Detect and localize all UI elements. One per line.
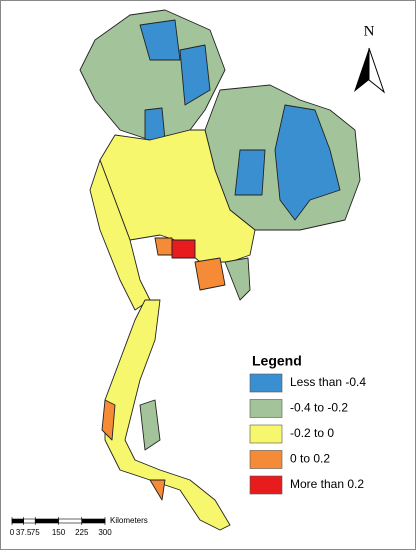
province: [179, 44, 211, 106]
province: [194, 257, 226, 291]
north-arrow: N: [354, 23, 386, 94]
legend-swatch: [249, 424, 283, 444]
legend-label: -0.4 to -0.2: [290, 401, 348, 415]
scale-segment: [81, 518, 106, 524]
scale-segment: [11, 518, 24, 524]
province: [234, 149, 266, 196]
scale-unit: Kilometers: [110, 516, 148, 525]
scale-segment: [58, 518, 83, 524]
legend-label: Less than -0.4: [290, 375, 366, 389]
province: [139, 19, 181, 61]
province: [171, 239, 196, 259]
scale-segment: [23, 518, 36, 524]
north-label: N: [364, 23, 375, 39]
province: [224, 257, 251, 301]
arrow-right: [368, 47, 386, 94]
legend-label: More than 0.2: [290, 477, 364, 491]
arrow-left: [354, 48, 369, 92]
north-region: [79, 9, 226, 141]
legend-swatch: [249, 399, 283, 418]
legend: Less than -0.4 -0.4 to -0.2 -0.2 to 0 0 to …: [249, 373, 366, 495]
scale-label: 225: [75, 528, 89, 537]
province: [154, 237, 173, 256]
scale-bar: 0 37.5 75 150 225 300 Kilometers: [10, 516, 148, 537]
province-map: [79, 9, 361, 531]
scale-label: 150: [52, 528, 66, 537]
scale-label: 0: [10, 528, 15, 537]
scale-label: 300: [98, 528, 112, 537]
province: [144, 107, 166, 141]
province: [101, 399, 116, 441]
province: [139, 399, 161, 451]
legend-swatch: [249, 450, 283, 469]
legend-title: Legend: [252, 353, 302, 369]
scale-segment: [34, 518, 59, 524]
scale-label: 37.5: [16, 528, 32, 537]
province: [149, 479, 166, 501]
legend-swatch: [249, 475, 283, 495]
legend-swatch: [249, 373, 283, 393]
scale-label: 75: [31, 528, 40, 537]
legend-label: -0.2 to 0: [290, 426, 334, 440]
legend-label: 0 to 0.2: [290, 452, 330, 466]
province: [274, 104, 341, 221]
